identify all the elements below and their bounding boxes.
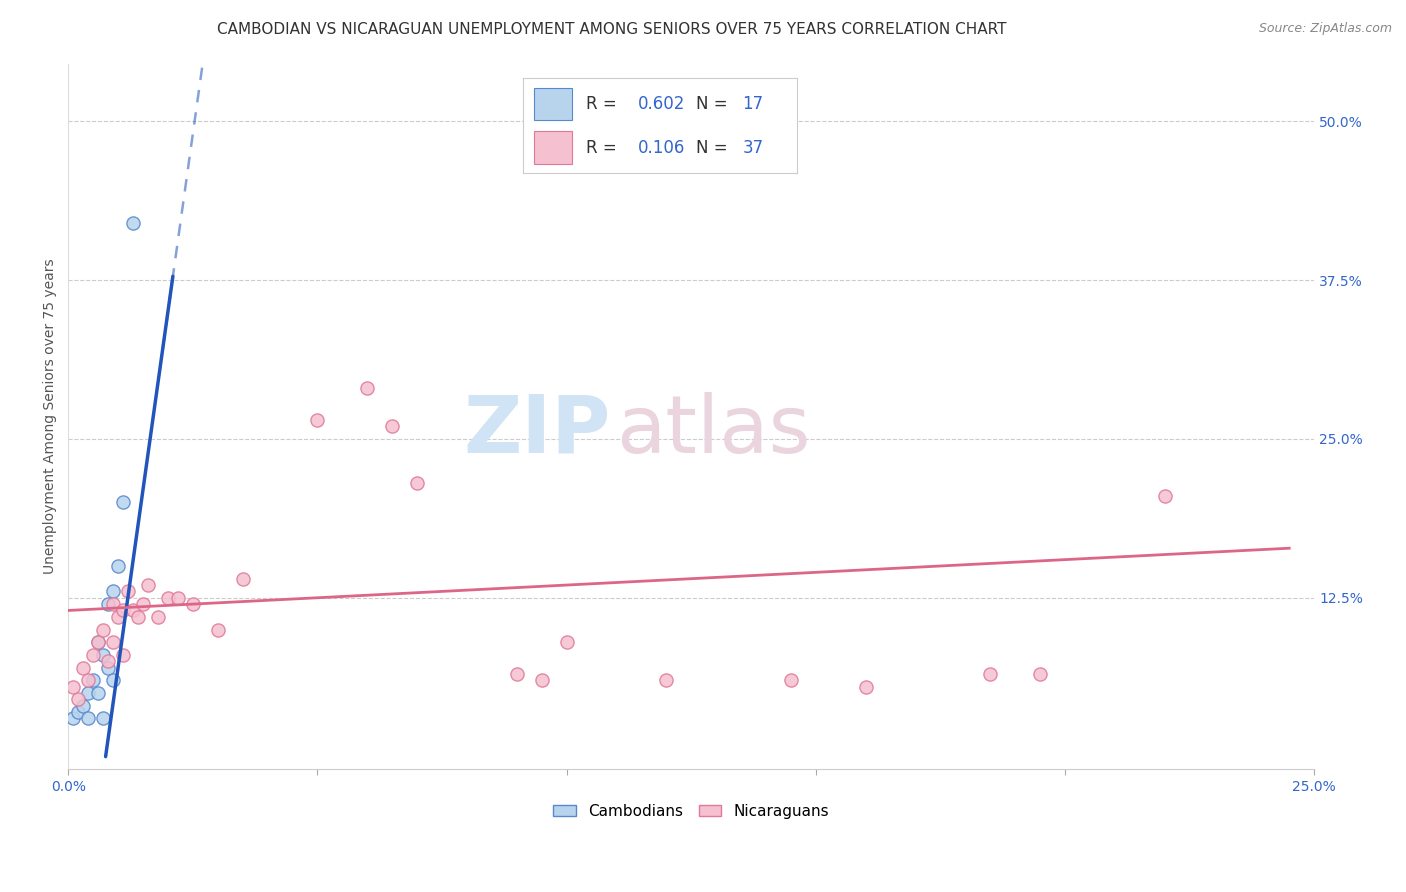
Point — [97, 654, 120, 668]
Point — [97, 660, 120, 674]
Point — [117, 584, 139, 599]
Point — [87, 635, 110, 649]
Point — [72, 660, 94, 674]
Point — [62, 711, 84, 725]
Point — [381, 419, 404, 434]
Point — [356, 381, 378, 395]
Point — [62, 680, 84, 694]
Text: Source: ZipAtlas.com: Source: ZipAtlas.com — [1258, 22, 1392, 36]
Point — [77, 673, 100, 688]
Point — [855, 680, 877, 694]
Text: atlas: atlas — [616, 392, 811, 470]
Point — [82, 673, 104, 688]
Point — [107, 559, 129, 574]
Point — [72, 698, 94, 713]
Point — [406, 476, 429, 491]
Point — [232, 572, 254, 586]
Point — [87, 635, 110, 649]
Text: ZIP: ZIP — [463, 392, 610, 470]
Point — [91, 711, 114, 725]
Point — [127, 610, 149, 624]
Point — [101, 597, 124, 611]
Point — [132, 597, 155, 611]
Point — [122, 603, 145, 617]
Point — [82, 648, 104, 662]
Point — [112, 495, 135, 509]
Point — [979, 667, 1001, 681]
Point — [181, 597, 204, 611]
Point — [167, 591, 190, 605]
Point — [67, 692, 90, 706]
Point — [122, 216, 145, 230]
Point — [112, 648, 135, 662]
Point — [136, 578, 159, 592]
Text: CAMBODIAN VS NICARAGUAN UNEMPLOYMENT AMONG SENIORS OVER 75 YEARS CORRELATION CHA: CAMBODIAN VS NICARAGUAN UNEMPLOYMENT AMO… — [217, 22, 1007, 37]
Point — [555, 635, 578, 649]
Point — [67, 705, 90, 719]
Point — [1029, 667, 1052, 681]
Point — [506, 667, 529, 681]
Point — [107, 610, 129, 624]
Point — [87, 686, 110, 700]
Point — [307, 413, 329, 427]
Point — [112, 603, 135, 617]
Point — [101, 635, 124, 649]
Point — [77, 711, 100, 725]
Point — [91, 623, 114, 637]
Point — [91, 648, 114, 662]
Point — [101, 584, 124, 599]
Point — [530, 673, 553, 688]
Point — [97, 597, 120, 611]
Point — [77, 686, 100, 700]
Point — [779, 673, 801, 688]
Point — [146, 610, 169, 624]
Point — [207, 623, 229, 637]
Point — [1153, 489, 1175, 503]
Point — [655, 673, 678, 688]
Point — [156, 591, 179, 605]
Y-axis label: Unemployment Among Seniors over 75 years: Unemployment Among Seniors over 75 years — [44, 259, 58, 574]
Legend: Cambodians, Nicaraguans: Cambodians, Nicaraguans — [547, 798, 835, 825]
Point — [101, 673, 124, 688]
